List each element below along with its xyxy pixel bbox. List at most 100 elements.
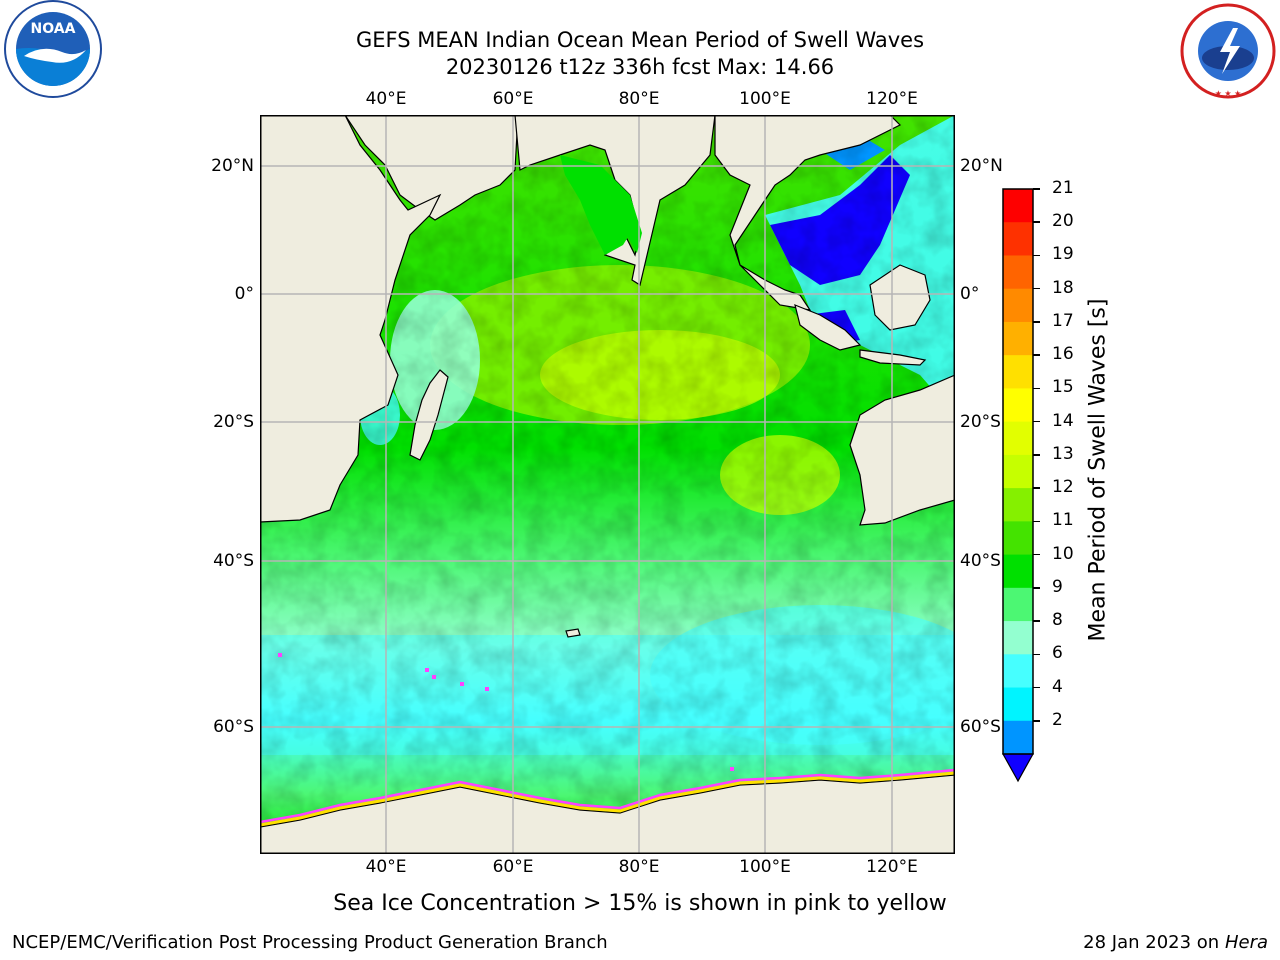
colorbar-tick-mark: [1033, 254, 1040, 257]
colorbar-swatch: [1003, 388, 1033, 423]
footer-credit: NCEP/EMC/Verification Post Processing Pr…: [12, 932, 608, 953]
colorbar-label: Mean Period of Swell Waves [s]: [1085, 298, 1111, 642]
colorbar-swatch: [1003, 687, 1033, 722]
colorbar-tick-mark: [1033, 287, 1040, 290]
colorbar-tick-label: 17: [1052, 310, 1074, 331]
colorbar-swatches: [1001, 188, 1035, 783]
lat-label-right: 40°S: [960, 551, 1001, 571]
land-indochina: [714, 114, 902, 311]
colorbar-tick-mark: [1033, 686, 1040, 689]
colorbar-tick-mark: [1033, 188, 1040, 190]
lat-label-left: 40°S: [213, 551, 254, 571]
colorbar-tick-mark: [1033, 520, 1040, 523]
colorbar-tick-label: 15: [1052, 377, 1074, 398]
colorbar-swatch: [1003, 720, 1033, 755]
colorbar-tick-mark: [1033, 221, 1040, 223]
sea-ice-edge: [259, 653, 956, 827]
land-india: [514, 114, 716, 286]
lat-label-right: 20°N: [960, 156, 1003, 176]
lon-label-bottom: 40°E: [365, 857, 407, 877]
colorbar-tick-label: 6: [1052, 643, 1063, 664]
colorbar-tick-label: 12: [1052, 477, 1074, 498]
lat-label-left: 20°N: [211, 156, 254, 176]
colorbar-tick-label: 10: [1052, 543, 1074, 564]
lon-label-top: 100°E: [739, 89, 791, 109]
footer-date-text: 28 Jan 2023 on: [1083, 932, 1225, 953]
colorbar-tick-mark: [1033, 354, 1040, 356]
lat-label-left: 20°S: [213, 412, 254, 432]
colorbar-tick-mark: [1033, 420, 1040, 423]
lon-label-top: 60°E: [492, 89, 534, 109]
swell-period-map: [259, 114, 990, 855]
colorbar-swatch: [1003, 421, 1033, 456]
lon-label-top: 120°E: [866, 89, 918, 109]
lat-label-right: 0°: [960, 284, 980, 304]
colorbar-frame: [1002, 188, 1034, 755]
colorbar-swatch: [1003, 189, 1033, 223]
colorbar-tick-label: 9: [1052, 576, 1063, 597]
lat-label-left: 0°: [234, 284, 254, 304]
footer-host: Hera: [1224, 932, 1268, 953]
colorbar-swatch: [1003, 255, 1033, 290]
colorbar: [1000, 186, 1040, 786]
colorbar-swatch: [1003, 654, 1033, 689]
land-borneo: [869, 264, 931, 331]
lat-label-right: 60°S: [960, 717, 1001, 737]
noaa-logo: NOAA: [2, 0, 104, 100]
colorbar-swatch: [1003, 554, 1033, 589]
colorbar-tick-mark: [1033, 487, 1040, 489]
noaa-logo-text: NOAA: [31, 21, 76, 37]
colorbar-tick-label: 18: [1052, 277, 1074, 298]
colorbar-swatch: [1003, 454, 1033, 489]
colorbar-tick-mark: [1033, 620, 1040, 622]
lon-label-bottom: 100°E: [739, 857, 791, 877]
colorbar-swatch: [1003, 521, 1033, 556]
land-australia: [849, 374, 956, 526]
colorbar-extend-arrow: [1001, 753, 1035, 783]
lon-label-bottom: 60°E: [492, 857, 534, 877]
lon-label-bottom: 120°E: [866, 857, 918, 877]
svg-text:★ ★ ★: ★ ★ ★: [1215, 89, 1242, 98]
colorbar-tick-label: 11: [1052, 510, 1074, 531]
lon-label-top: 40°E: [365, 89, 407, 109]
colorbar-tick-label: 8: [1052, 610, 1063, 631]
land-sumatra: [794, 304, 862, 351]
colorbar-swatch: [1003, 288, 1033, 323]
colorbar-tick-label: 19: [1052, 244, 1074, 265]
lat-label-right: 20°S: [960, 412, 1001, 432]
map-subtitle: 20230126 t12z 336h fcst Max: 14.66: [445, 55, 835, 79]
sea-ice-caption: Sea Ice Concentration > 15% is shown in …: [333, 891, 947, 916]
colorbar-tick-label: 2: [1052, 709, 1063, 730]
land-masses: [259, 114, 956, 855]
map-frame: [260, 115, 955, 854]
colorbar-tick-mark: [1033, 720, 1040, 722]
footer-date: 28 Jan 2023 on Hera: [1083, 932, 1268, 953]
colorbar-tick-mark: [1033, 553, 1040, 556]
colorbar-tick-mark: [1033, 321, 1040, 323]
colorbar-swatch: [1003, 488, 1033, 522]
land-kerguelen: [565, 628, 581, 638]
colorbar-swatch: [1003, 222, 1033, 256]
lat-label-left: 60°S: [213, 717, 254, 737]
graticule: [260, 115, 955, 854]
colorbar-swatch: [1003, 355, 1033, 389]
land-antarctica: [259, 774, 956, 855]
map-title: GEFS MEAN Indian Ocean Mean Period of Sw…: [355, 28, 925, 52]
colorbar-tick-label: 21: [1052, 178, 1074, 198]
colorbar-tick-mark: [1033, 387, 1040, 390]
colorbar-tick-label: 13: [1052, 443, 1074, 464]
lon-label-top: 80°E: [618, 89, 660, 109]
colorbar-tick-mark: [1033, 587, 1040, 589]
colorbar-swatch: [1003, 587, 1033, 622]
colorbar-swatch: [1003, 621, 1033, 655]
lon-label-bottom: 80°E: [618, 857, 660, 877]
colorbar-tick-label: 4: [1052, 676, 1063, 697]
land-madagascar: [409, 369, 449, 461]
colorbar-tick-label: 16: [1052, 344, 1074, 365]
colorbar-tick-mark: [1033, 653, 1040, 656]
land-arabia: [260, 114, 519, 221]
colorbar-swatch: [1003, 321, 1033, 356]
map-panel: [259, 114, 990, 855]
colorbar-tick-mark: [1033, 454, 1040, 456]
nws-logo: ★ ★ ★: [1178, 2, 1278, 100]
